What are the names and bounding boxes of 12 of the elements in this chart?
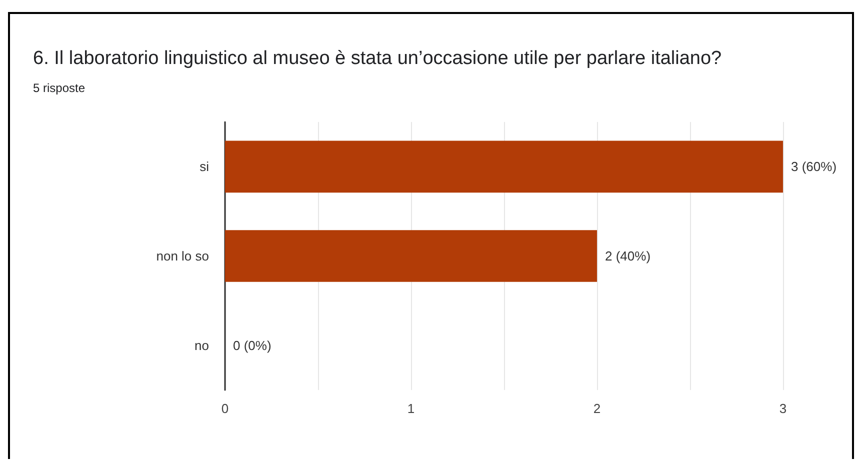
data-label: 3 (60%) bbox=[791, 159, 837, 174]
y-tick-label: non lo so bbox=[156, 248, 209, 264]
x-tick-label: 2 bbox=[593, 401, 601, 416]
data-label: 2 (40%) bbox=[605, 248, 651, 264]
x-tick-label: 3 bbox=[779, 401, 787, 416]
y-tick-label: si bbox=[200, 159, 210, 174]
text: 5 risposte bbox=[33, 81, 86, 95]
y-tick-label: no bbox=[194, 338, 209, 353]
data-label: 0 (0%) bbox=[233, 338, 272, 353]
x-tick-label: 1 bbox=[407, 401, 415, 416]
chart-title: 6. Il laboratorio linguistico al museo è stata un’occasione utile per parlare italiano? bbox=[33, 48, 722, 69]
x-tick-label: 0 bbox=[221, 401, 229, 416]
